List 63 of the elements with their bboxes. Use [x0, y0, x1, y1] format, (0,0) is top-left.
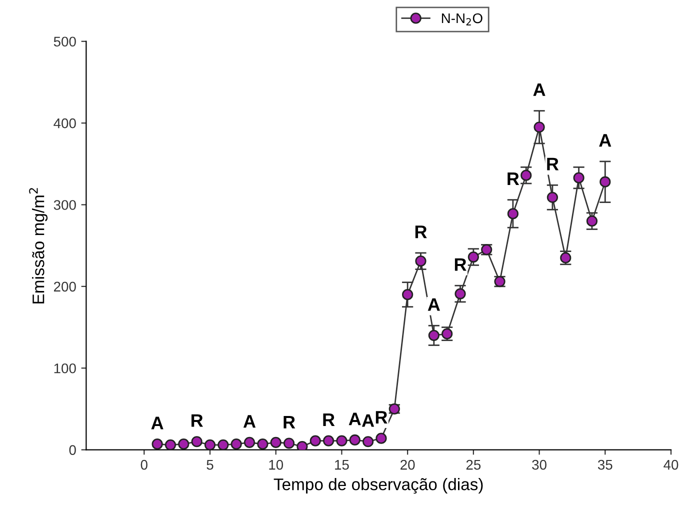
point [310, 435, 321, 446]
x-tick-label: 30 [532, 460, 546, 470]
y-axis-title: Emissão mg/m$^{2}$ [29, 188, 48, 304]
annotation: R [284, 416, 296, 428]
point [322, 435, 334, 446]
point [546, 192, 558, 203]
legend-label: N-N$_{2}$O [442, 13, 482, 26]
annotation: R [454, 258, 466, 271]
y-tick-label: 100 [54, 363, 76, 374]
point [573, 172, 584, 184]
point [257, 438, 268, 450]
point [454, 288, 466, 300]
point [270, 436, 282, 448]
point [152, 438, 163, 450]
x-tick-label: 10 [269, 460, 284, 470]
annotation: A [599, 134, 612, 147]
x-tick-label: 15 [335, 460, 349, 470]
point [178, 438, 190, 450]
point [218, 439, 229, 450]
x-tick-label: 35 [598, 460, 612, 470]
x-tick-label: 40 [664, 460, 678, 470]
y-tick-label: 200 [54, 282, 76, 292]
point [468, 251, 479, 263]
point [415, 256, 426, 267]
point [520, 170, 532, 181]
annotation: R [376, 411, 388, 424]
annotation: R [508, 172, 520, 185]
point [428, 330, 440, 341]
point [376, 432, 387, 444]
point [362, 436, 374, 448]
annotation: A [348, 412, 361, 426]
y-tick-label: 500 [54, 36, 76, 47]
point [336, 435, 348, 446]
x-tick-label: 20 [400, 460, 415, 470]
annotation: R [547, 158, 559, 170]
point [296, 440, 308, 450]
point [586, 216, 598, 227]
annotation: A [533, 84, 546, 96]
point [507, 208, 518, 220]
x-axis-title: Tempo de observação (dias) [274, 478, 483, 494]
point [600, 176, 611, 188]
point [230, 438, 242, 450]
point [204, 439, 216, 450]
point [191, 436, 202, 448]
x-tick-label: 25 [466, 460, 481, 470]
annotation: A [362, 414, 374, 427]
point [402, 289, 414, 300]
annotation: A [151, 416, 164, 430]
annotation: R [323, 414, 335, 426]
y-tick-label: 0 [69, 445, 76, 455]
point [244, 436, 256, 448]
point [283, 438, 295, 449]
annotation: R [192, 414, 203, 427]
annotation: R [415, 226, 427, 238]
point [164, 439, 176, 450]
y-tick-label: 400 [54, 118, 76, 128]
point [349, 434, 360, 446]
annotation: A [428, 298, 440, 311]
point [534, 122, 545, 133]
x-tick-label: 0 [140, 460, 148, 470]
annotation: A [243, 415, 256, 428]
y-tick-label: 300 [54, 200, 76, 210]
x-tick-label: 5 [206, 460, 214, 470]
